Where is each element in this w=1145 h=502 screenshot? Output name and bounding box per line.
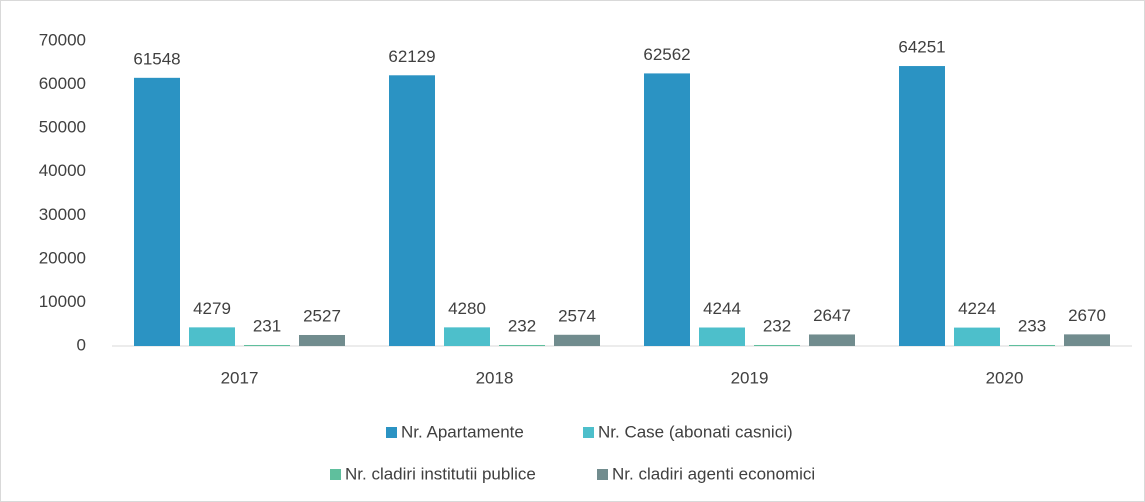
data-label: 2647 bbox=[813, 306, 851, 325]
data-label: 64251 bbox=[898, 38, 945, 57]
data-label: 62129 bbox=[388, 47, 435, 66]
bar bbox=[189, 327, 235, 346]
data-label: 2527 bbox=[303, 306, 341, 325]
y-tick-label: 70000 bbox=[39, 30, 86, 49]
legend-swatch bbox=[597, 469, 608, 480]
data-label: 4224 bbox=[958, 299, 996, 318]
legend-label: Nr. cladiri institutii publice bbox=[345, 464, 536, 483]
data-label: 2574 bbox=[558, 306, 596, 325]
bar bbox=[1064, 334, 1110, 346]
bar bbox=[244, 344, 290, 346]
bar bbox=[554, 334, 600, 346]
data-label: 233 bbox=[1018, 316, 1046, 335]
legend-swatch bbox=[583, 427, 594, 438]
legend-swatch bbox=[386, 427, 397, 438]
x-tick-label: 2017 bbox=[221, 368, 259, 387]
bar bbox=[754, 344, 800, 346]
x-tick-label: 2019 bbox=[731, 368, 769, 387]
bar bbox=[699, 327, 745, 346]
bar bbox=[499, 344, 545, 346]
bar bbox=[899, 66, 945, 346]
bar bbox=[299, 334, 345, 346]
y-tick-label: 50000 bbox=[39, 118, 86, 137]
y-tick-label: 30000 bbox=[39, 205, 86, 224]
data-label: 4244 bbox=[703, 299, 741, 318]
bar bbox=[444, 327, 490, 346]
data-label: 232 bbox=[763, 316, 791, 335]
data-label: 4280 bbox=[448, 299, 486, 318]
bar bbox=[389, 75, 435, 346]
x-tick-label: 2020 bbox=[986, 368, 1024, 387]
legend-label: Nr. Apartamente bbox=[401, 422, 524, 441]
bar bbox=[809, 334, 855, 346]
y-tick-label: 0 bbox=[77, 335, 86, 354]
legend-label: Nr. cladiri agenti economici bbox=[612, 464, 815, 483]
bar bbox=[644, 73, 690, 346]
legend-label: Nr. Case (abonati casnici) bbox=[598, 422, 793, 441]
bar bbox=[134, 77, 180, 346]
y-tick-label: 10000 bbox=[39, 292, 86, 311]
x-tick-label: 2018 bbox=[476, 368, 514, 387]
y-tick-label: 40000 bbox=[39, 161, 86, 180]
y-tick-label: 60000 bbox=[39, 74, 86, 93]
data-label: 4279 bbox=[193, 299, 231, 318]
y-tick-label: 20000 bbox=[39, 248, 86, 267]
data-label: 62562 bbox=[643, 45, 690, 64]
data-label: 2670 bbox=[1068, 306, 1106, 325]
bar bbox=[954, 327, 1000, 346]
data-label: 231 bbox=[253, 316, 281, 335]
bar bbox=[1009, 344, 1055, 346]
data-label: 61548 bbox=[133, 49, 180, 68]
data-label: 232 bbox=[508, 316, 536, 335]
legend-swatch bbox=[330, 469, 341, 480]
